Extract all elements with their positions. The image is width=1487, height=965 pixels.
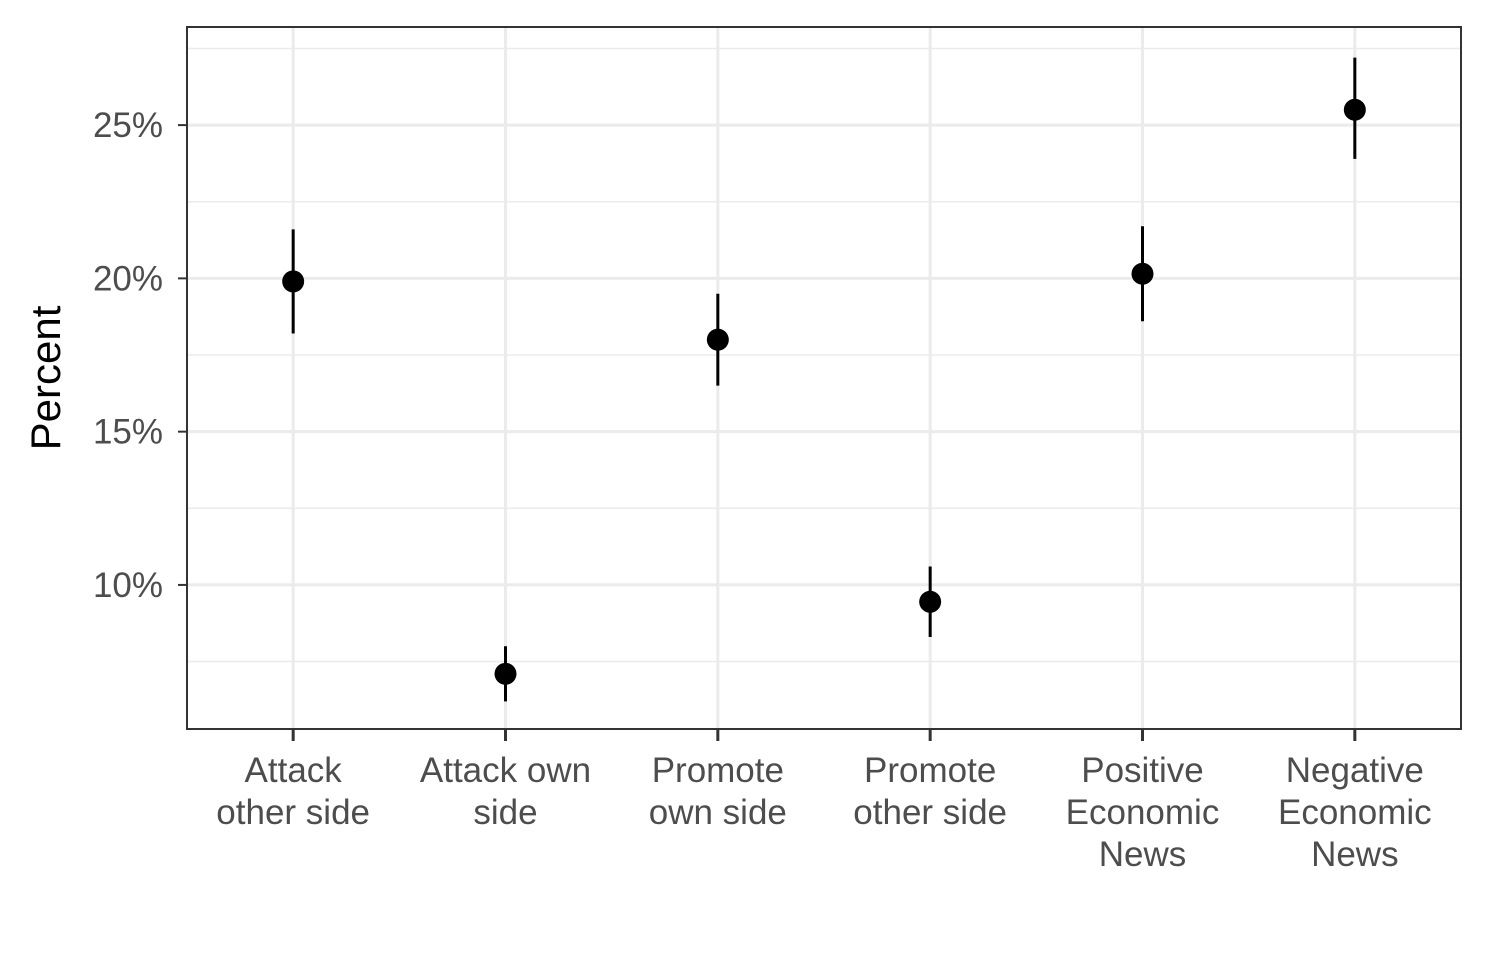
y-axis-title: Percent [22,305,69,450]
x-tick-label: Promote own side [649,751,787,832]
y-tick-label: 20% [93,259,163,298]
x-tick-label: Positive Economic News [1066,751,1220,874]
data-point [919,590,942,613]
data-point [1131,262,1154,285]
data-point [1343,98,1366,121]
y-tick-label: 25% [93,106,163,145]
axis-layer: 10% 15% 20% 25% Attack other side Attack own si… [93,106,1432,874]
x-tick-label: Negative Economic News [1278,751,1432,874]
x-tick-label: Attack own side [420,751,591,832]
panel-border [186,26,1462,730]
x-tick-label: Attack other side [216,751,370,832]
y-tick-label: 15% [93,413,163,452]
y-tick-label: 10% [93,566,163,605]
data-point [282,270,305,293]
data-point [494,662,517,685]
x-tick-label: Promote other side [853,751,1007,832]
grid-layer [187,27,1461,729]
marks-layer [282,57,1366,702]
data-point [706,328,729,351]
